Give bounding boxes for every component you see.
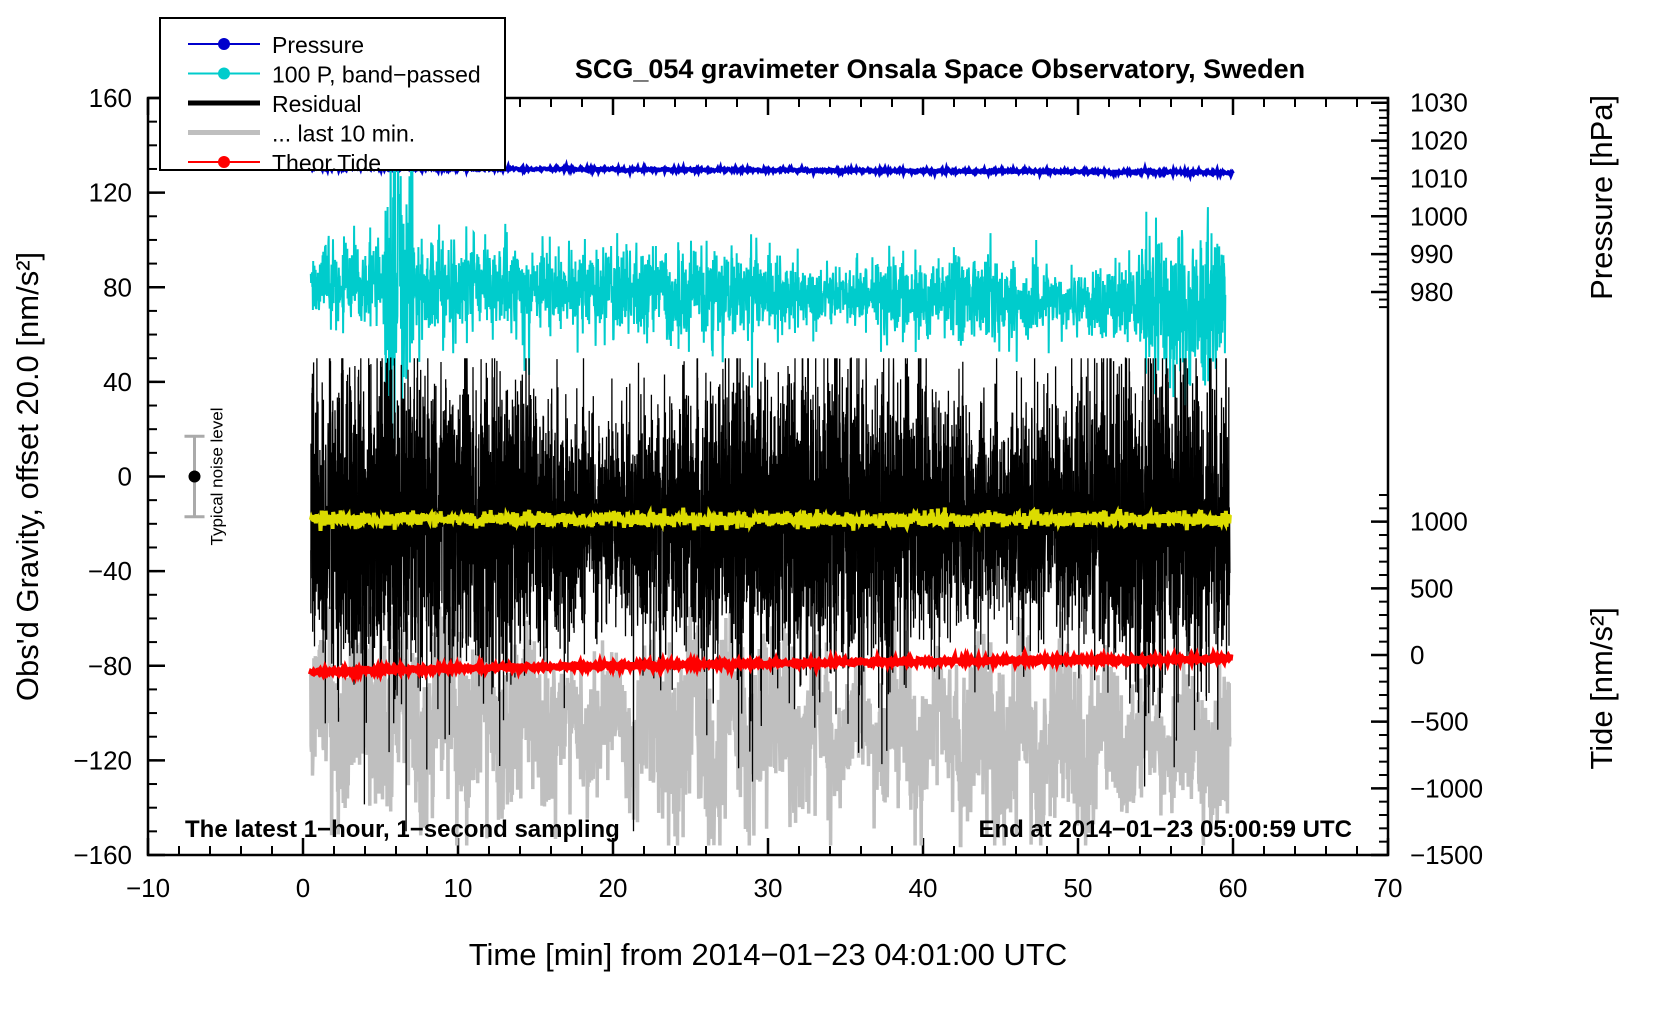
- svg-text:500: 500: [1410, 573, 1453, 603]
- svg-text:−500: −500: [1410, 707, 1469, 737]
- svg-text:160: 160: [89, 83, 132, 113]
- y-axis-title: Obs'd Gravity, offset 20.0 [nm/s²]: [10, 252, 45, 701]
- svg-text:−1500: −1500: [1410, 840, 1483, 870]
- x-axis: −10 0 10 20 30 40 50 60 70 Time [min] from 2014−0…: [126, 98, 1403, 972]
- svg-text:0: 0: [296, 873, 310, 903]
- y-axis-left: −160 −120 −80 −40 0 40 80 120 160 Obs'd Gravity, …: [10, 83, 165, 870]
- svg-text:20: 20: [599, 873, 628, 903]
- annotation-bottom-left: The latest 1−hour, 1−second sampling: [185, 816, 620, 843]
- series-band-passed: [309, 78, 1227, 509]
- svg-text:50: 50: [1064, 873, 1093, 903]
- svg-text:−1000: −1000: [1410, 773, 1483, 803]
- svg-text:990: 990: [1410, 239, 1453, 269]
- svg-text:−80: −80: [88, 651, 132, 681]
- y-axis-pressure-title: Pressure [hPa]: [1584, 95, 1619, 300]
- svg-text:1000: 1000: [1410, 201, 1468, 231]
- series-residual: [310, 357, 1231, 832]
- typical-noise-level-marker: Typical noise level: [184, 408, 227, 546]
- y-axis-tide: −1500 −1000 −500 0 500 1000 Tide [nm/s²]: [1371, 493, 1619, 870]
- svg-text:10: 10: [444, 873, 473, 903]
- svg-text:40: 40: [909, 873, 938, 903]
- series-pressure: [306, 158, 1235, 183]
- svg-text:70: 70: [1374, 873, 1403, 903]
- annotation-bottom-right: End at 2014−01−23 05:00:59 UTC: [978, 816, 1352, 843]
- svg-text:−40: −40: [88, 556, 132, 586]
- typical-noise-level-label: Typical noise level: [208, 408, 227, 546]
- svg-text:0: 0: [118, 462, 132, 492]
- series-last-10-min: [309, 606, 1232, 848]
- svg-text:1010: 1010: [1410, 163, 1468, 193]
- svg-text:980: 980: [1410, 277, 1453, 307]
- x-axis-title: Time [min] from 2014−01−23 04:01:00 UTC: [469, 937, 1068, 972]
- svg-text:40: 40: [103, 367, 132, 397]
- svg-text:−10: −10: [126, 873, 170, 903]
- svg-text:1000: 1000: [1410, 507, 1468, 537]
- y-axis-tide-title: Tide [nm/s²]: [1584, 607, 1619, 770]
- svg-text:120: 120: [89, 178, 132, 208]
- page-title: SCG_054 gravimeter Onsala Space Observat…: [575, 54, 1305, 84]
- svg-text:1030: 1030: [1410, 88, 1468, 118]
- svg-text:60: 60: [1219, 873, 1248, 903]
- svg-text:0: 0: [1410, 640, 1424, 670]
- svg-text:−160: −160: [73, 840, 132, 870]
- svg-text:30: 30: [754, 873, 783, 903]
- series-theor-tide: [307, 645, 1234, 685]
- svg-text:1020: 1020: [1410, 126, 1468, 156]
- y-axis-pressure: 980 990 1000 1010 1020 1030 Pressure [hPa]: [1371, 88, 1619, 309]
- svg-text:−120: −120: [73, 745, 132, 775]
- series-residual-smoothed: [308, 505, 1232, 534]
- svg-text:80: 80: [103, 272, 132, 302]
